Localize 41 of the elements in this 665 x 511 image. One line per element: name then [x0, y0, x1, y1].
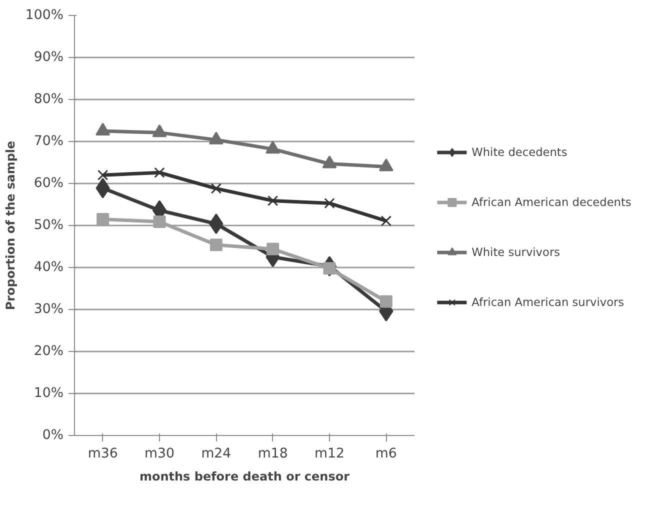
point: [380, 295, 392, 308]
point: [378, 158, 394, 172]
y-tick-label: 50%: [34, 218, 64, 233]
point: [266, 242, 280, 256]
point: [267, 195, 278, 206]
point: [210, 183, 222, 194]
x-tick-label: m30: [144, 446, 174, 462]
point: [96, 212, 110, 226]
x-tick-label: m24: [201, 446, 232, 462]
y-tick-label: 10%: [34, 386, 64, 401]
legend-label: African American decedents: [472, 195, 632, 209]
x-tick-label: m12: [314, 446, 344, 462]
point: [380, 216, 392, 226]
y-tick-label: 20%: [34, 344, 64, 359]
y-tick-label: 60%: [34, 176, 64, 191]
y-tick-label: 70%: [34, 134, 64, 149]
y-tick-label: 30%: [34, 302, 64, 317]
point: [322, 156, 337, 168]
legend-label: African American survivors: [472, 295, 624, 309]
point: [152, 124, 167, 138]
x-tick-label: m36: [88, 446, 118, 462]
legend-label: White survivors: [472, 245, 560, 259]
y-tick-label: 0%: [42, 428, 64, 443]
y-tick-label: 40%: [34, 260, 64, 275]
point: [266, 140, 280, 154]
y-tick-label: 90%: [34, 50, 64, 65]
point: [210, 238, 222, 252]
point: [153, 215, 166, 228]
point: [154, 167, 165, 178]
point: [323, 262, 336, 275]
x-tick-label: m18: [258, 446, 288, 462]
legend-label: White decedents: [472, 145, 568, 159]
x-tick-label: m6: [375, 446, 397, 462]
point: [208, 132, 224, 144]
y-tick-label: 100%: [25, 8, 64, 23]
x-axis-title: months before death or censor: [139, 470, 350, 484]
point: [324, 198, 335, 209]
point: [97, 170, 108, 180]
y-tick-label: 80%: [34, 92, 64, 107]
point: [96, 122, 110, 136]
y-axis-title: Proportion of the sample: [3, 140, 18, 310]
